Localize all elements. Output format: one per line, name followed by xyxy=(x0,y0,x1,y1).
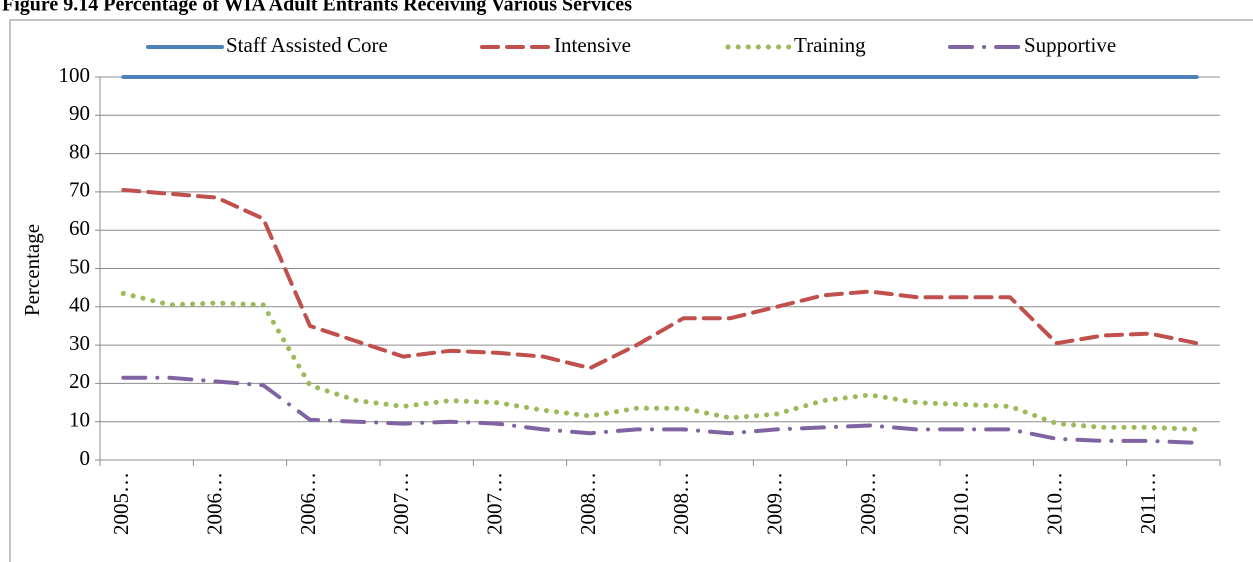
x-tick-label: 2010… xyxy=(949,472,973,535)
y-tick-label: 10 xyxy=(69,408,90,432)
legend-label: Training xyxy=(794,33,866,57)
legend-label: Intensive xyxy=(554,33,631,57)
x-tick-label: 2006… xyxy=(202,472,226,535)
y-tick-label: 50 xyxy=(69,254,90,278)
x-tick-label: 2008… xyxy=(669,472,693,535)
y-tick-label: 40 xyxy=(69,293,90,317)
x-tick-label: 2009… xyxy=(762,472,786,535)
x-tick-label: 2010… xyxy=(1042,472,1066,535)
x-tick-label: 2007… xyxy=(482,472,506,535)
y-tick-label: 80 xyxy=(69,139,90,163)
y-tick-label: 30 xyxy=(69,331,90,355)
y-axis-label: Percentage xyxy=(20,224,44,316)
x-tick-label: 2011… xyxy=(1136,472,1160,534)
legend-label: Supportive xyxy=(1024,33,1116,57)
y-tick-label: 60 xyxy=(69,216,90,240)
x-tick-label: 2007… xyxy=(389,472,413,535)
y-tick-label: 70 xyxy=(69,178,90,202)
y-tick-label: 20 xyxy=(69,369,90,393)
series-line xyxy=(121,375,1199,445)
series-line xyxy=(121,188,1199,371)
chart-title: Figure 9.14 Percentage of WIA Adult Entr… xyxy=(2,0,632,16)
x-tick-label: 2009… xyxy=(856,472,880,535)
y-tick-label: 100 xyxy=(59,63,91,87)
x-tick-label: 2008… xyxy=(576,472,600,535)
x-tick-label: 2006… xyxy=(296,472,320,535)
legend-label: Staff Assisted Core xyxy=(226,33,388,57)
series-line xyxy=(120,290,1200,432)
y-tick-label: 90 xyxy=(69,101,90,125)
x-tick-label: 2005… xyxy=(109,472,133,535)
y-tick-label: 0 xyxy=(80,446,91,470)
